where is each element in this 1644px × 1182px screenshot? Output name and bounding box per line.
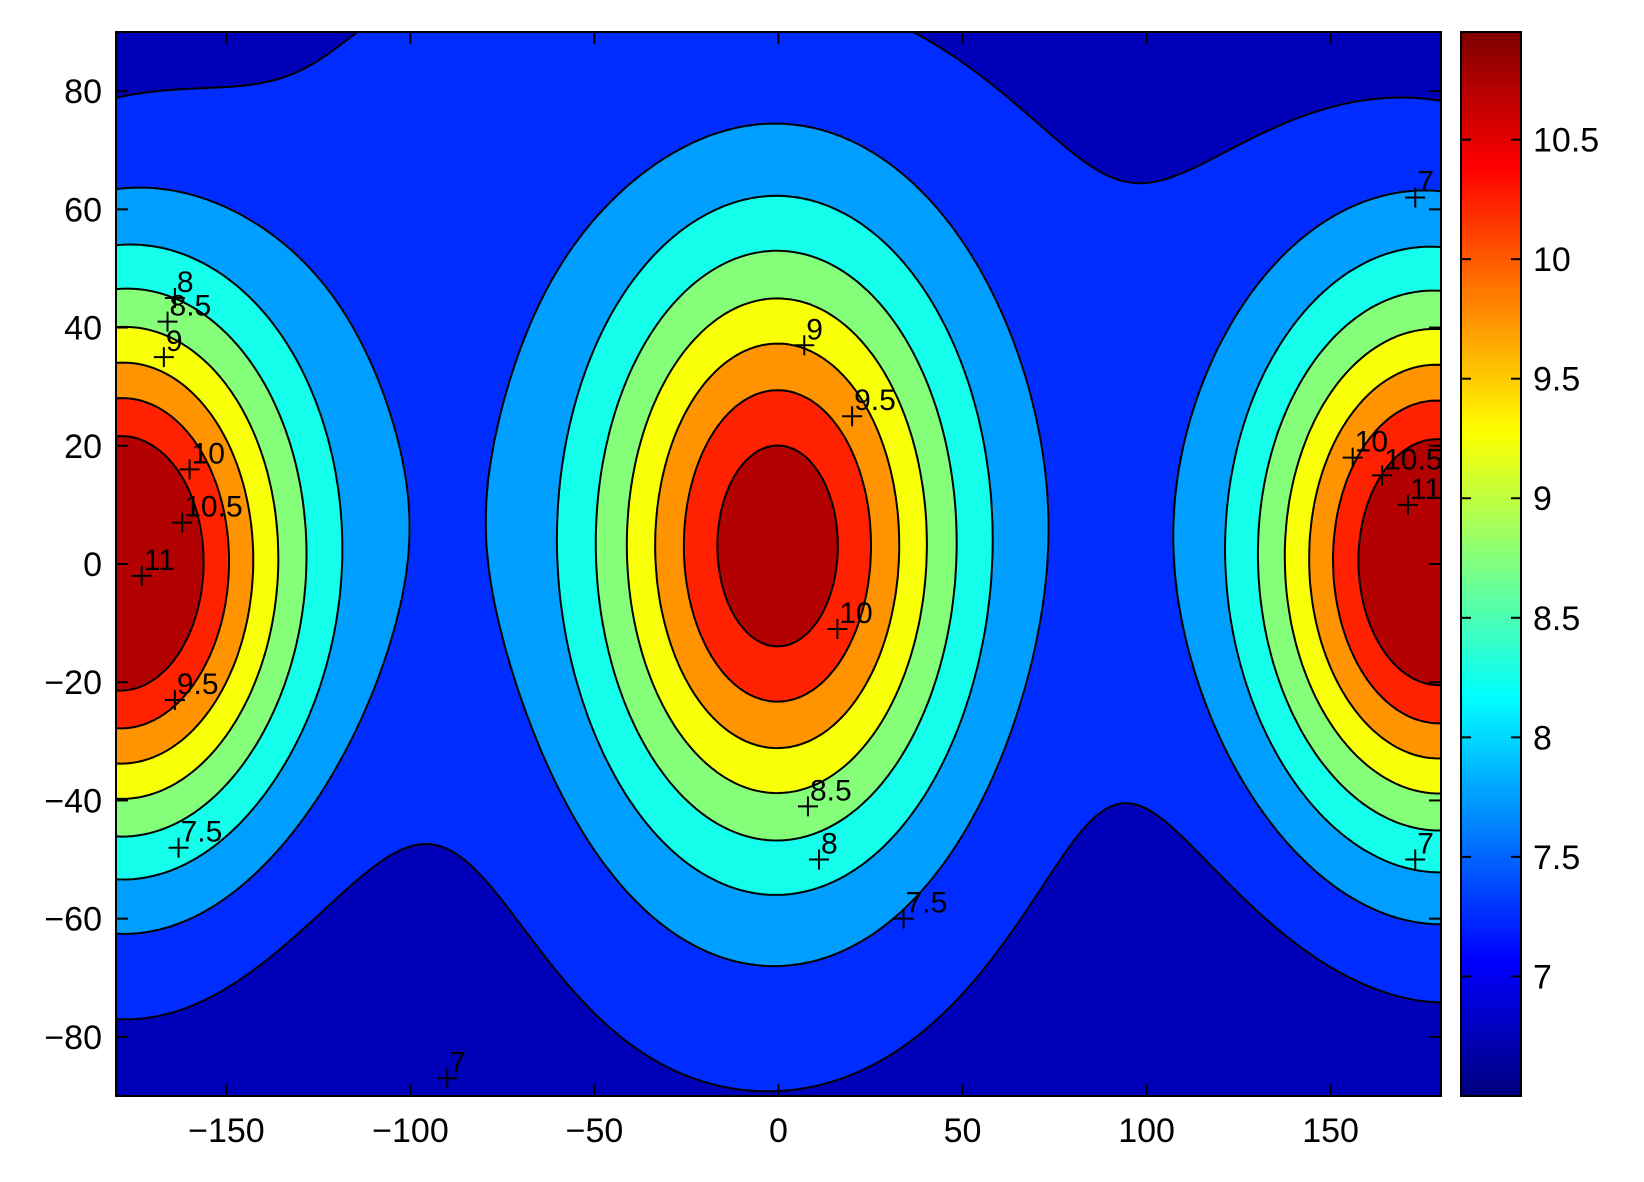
contour-label: 9.5 — [177, 668, 219, 701]
y-tick-label: 80 — [64, 73, 102, 111]
contour-label-marker — [794, 335, 815, 356]
colorbar-tick-label: 8.5 — [1533, 600, 1580, 638]
contour-label-marker — [164, 288, 185, 308]
x-tick-label: 100 — [1118, 1112, 1175, 1150]
contour-label: 10.5 — [184, 491, 242, 524]
y-tick-label: 20 — [64, 428, 102, 466]
colorbar-tick-label: 10.5 — [1533, 122, 1599, 160]
colorbar-tick-label: 8 — [1533, 719, 1552, 757]
y-tick-label: −60 — [44, 901, 102, 939]
colorbar-tick-label: 9 — [1533, 480, 1552, 518]
contour-label-marker — [1397, 494, 1418, 515]
contour-label-marker — [153, 347, 174, 368]
contour-label-marker — [157, 311, 178, 332]
contour-label: 7 — [449, 1046, 466, 1079]
contour-line — [116, 122, 1441, 968]
contour-label: 7 — [1417, 166, 1434, 199]
contour-line — [116, 342, 1441, 765]
contour-label-marker — [164, 689, 185, 710]
contour-label-marker — [437, 1068, 458, 1089]
x-tick-label: 50 — [944, 1112, 982, 1150]
contour-label-marker — [1405, 187, 1426, 208]
contour-label-marker — [842, 406, 863, 427]
colorbar-ticks: 7 7.5 8 8.5 9 9.5 10 10.5 — [1461, 122, 1599, 996]
contour-label-marker — [1342, 447, 1363, 468]
contour-label: 9 — [166, 325, 183, 358]
contour-field — [116, 32, 1441, 1096]
contour-label: 8.5 — [170, 290, 212, 323]
contour-label-marker — [172, 512, 193, 533]
contour-label: 10 — [839, 597, 872, 630]
contour-label: 11 — [144, 544, 175, 577]
y-tick-label: 0 — [83, 546, 102, 584]
x-tick-label: −50 — [566, 1112, 624, 1150]
contour-label: 8.5 — [810, 774, 852, 807]
contour-label: 7.5 — [906, 887, 948, 920]
y-tick-label: −40 — [44, 782, 102, 820]
y-tick-label: −80 — [44, 1019, 102, 1057]
contour-label: 11 — [1410, 473, 1441, 506]
y-tick-label: 40 — [64, 310, 102, 348]
contour-line — [116, 249, 1441, 842]
colorbar-tick-label: 10 — [1533, 241, 1571, 279]
contour-line — [116, 297, 1441, 800]
contour-label-marker — [131, 565, 152, 586]
contour-line — [116, 389, 1441, 730]
colorbar: 7 7.5 8 8.5 9 9.5 10 10.5 — [1460, 31, 1599, 1097]
contour-label: 9.5 — [854, 384, 896, 417]
y-axis: 80 60 40 20 0 −20 −40 −60 −80 — [44, 73, 1441, 1057]
contour-label-marker — [179, 459, 200, 480]
x-tick-label: 150 — [1302, 1112, 1359, 1150]
contour-label: 9 — [806, 313, 823, 346]
colorbar-frame — [1460, 31, 1522, 1097]
contour-label-marker — [827, 619, 848, 640]
contour-label: 8 — [177, 266, 194, 299]
x-tick-label: 0 — [769, 1112, 788, 1150]
x-tick-label: −100 — [372, 1112, 449, 1150]
contour-label-marker — [168, 837, 189, 858]
contour-label: 7.5 — [181, 816, 223, 849]
colorbar-tick-label: 9.5 — [1533, 361, 1580, 399]
contour-label: 10.5 — [1384, 443, 1442, 476]
contour-lines — [116, 32, 1441, 1093]
colorbar-gradient — [1461, 32, 1521, 1096]
contour-label: 8 — [821, 828, 838, 861]
contour-label-marker — [808, 849, 829, 870]
contour-line — [116, 435, 1441, 692]
x-axis: −150 −100 −50 0 50 100 150 — [188, 32, 1359, 1150]
y-tick-label: −20 — [44, 664, 102, 702]
colorbar-tick-label: 7 — [1533, 958, 1552, 996]
contour-label-marker — [893, 908, 914, 929]
contour-label: 10 — [192, 437, 225, 470]
contour-label-marker — [1405, 849, 1426, 870]
x-tick-label: −150 — [188, 1112, 265, 1150]
contour-labels: 99.5108.587.588.591010.5119.57.5771010.5… — [131, 166, 1443, 1089]
contour-label: 7 — [1417, 828, 1434, 861]
contour-label: 10 — [1355, 426, 1388, 459]
y-tick-label: 60 — [64, 191, 102, 229]
colorbar-tick-label: 7.5 — [1533, 839, 1580, 877]
contour-line — [116, 194, 1441, 896]
contour-label-marker — [1372, 465, 1393, 486]
contour-line — [116, 32, 1441, 1093]
contour-label-marker — [797, 796, 818, 817]
contour-heatmap — [116, 32, 1441, 1096]
plot-area: 99.5108.587.588.591010.5119.57.5771010.5… — [44, 31, 1443, 1150]
